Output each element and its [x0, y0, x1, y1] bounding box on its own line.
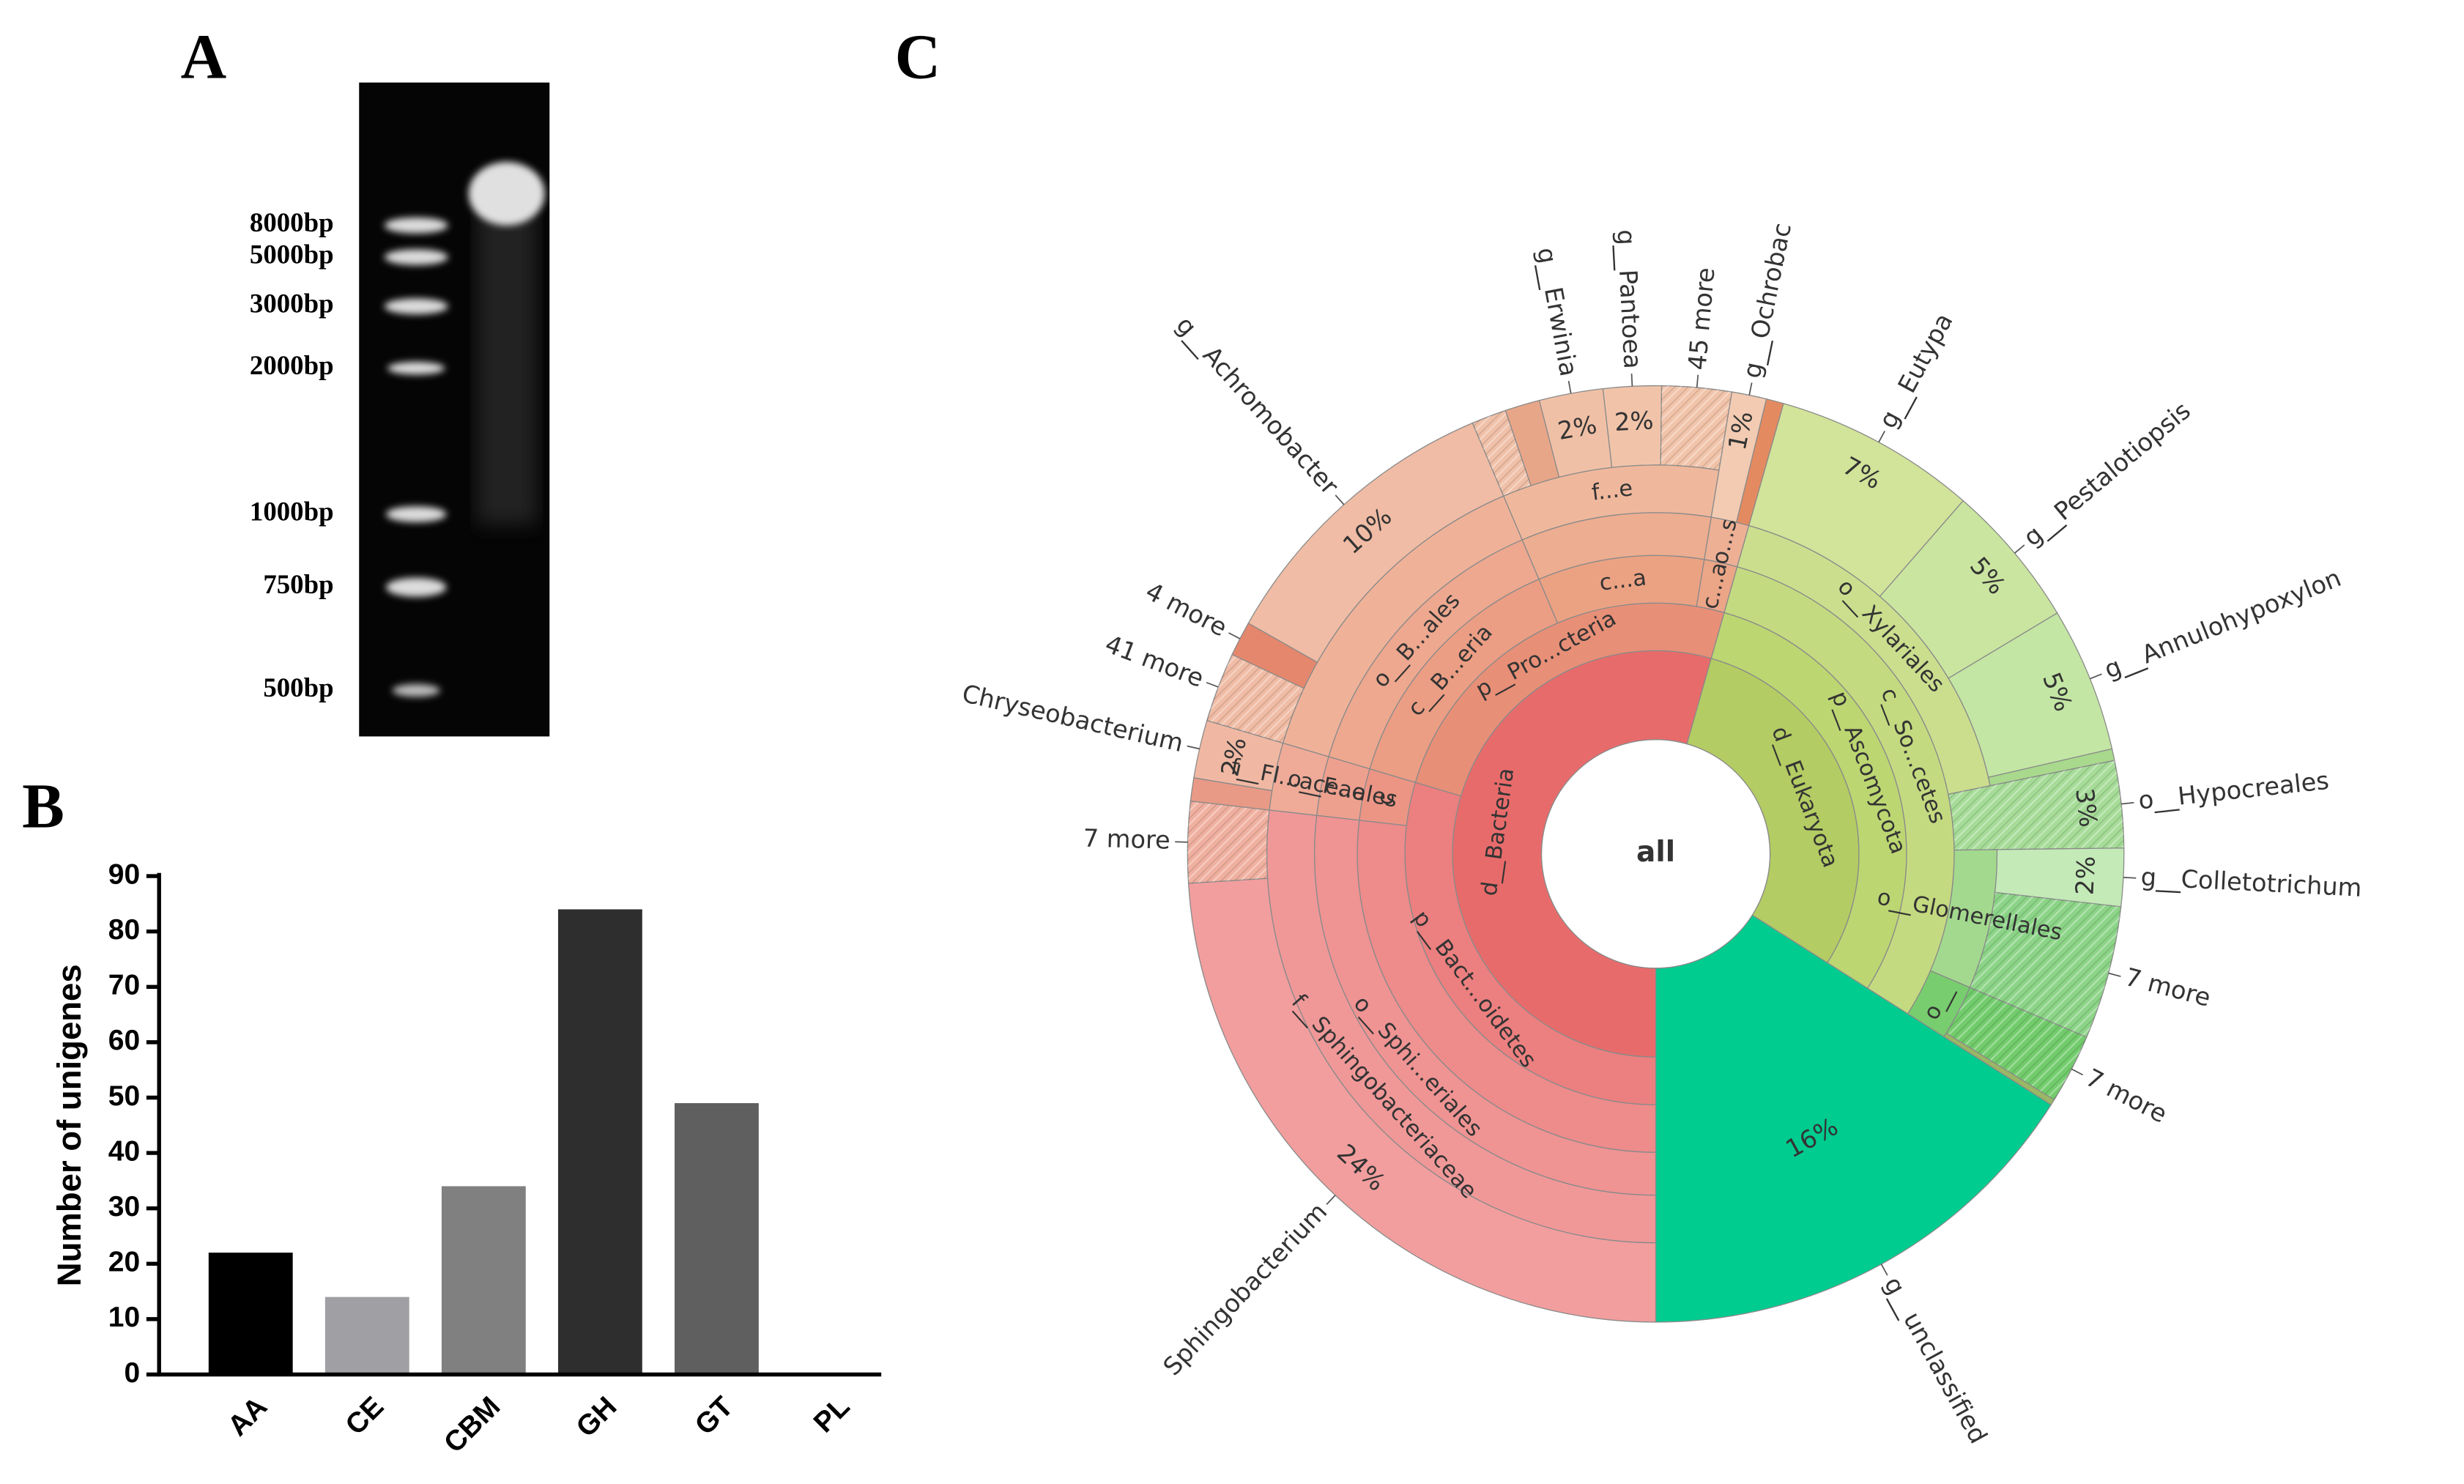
smear [476, 206, 537, 524]
segment-label: 2% [1614, 406, 1654, 437]
leader [2108, 972, 2121, 977]
y-tick-label: 90 [108, 858, 140, 890]
band [384, 217, 448, 234]
hatch [1206, 654, 1305, 743]
leaf-label: g__unclassified [1879, 1272, 1993, 1448]
bar [675, 1103, 759, 1375]
gel [359, 82, 550, 737]
leader [1748, 382, 1753, 396]
leaf-label: 41 more [1102, 629, 1208, 692]
y-tick-label: 60 [108, 1025, 140, 1056]
leaf-label: g__Erwinia [1532, 245, 1584, 379]
leaf-label: 7 more [2081, 1063, 2172, 1128]
leaf-label: g__Ochrobac [1737, 220, 1797, 380]
y-tick-label: 10 [108, 1302, 140, 1333]
band [387, 362, 445, 375]
leader [1567, 380, 1572, 394]
x-tick-label: PL [808, 1391, 856, 1439]
leader [1326, 1195, 1336, 1205]
leaf-label: g__Annulohypoxylon [2100, 563, 2345, 684]
leaf-label: g__Eutypa [1873, 308, 1958, 433]
sample-band [468, 162, 545, 226]
bar [441, 1186, 526, 1375]
leader [2071, 1068, 2084, 1076]
band [386, 577, 447, 597]
ladder-label: 500bp [263, 672, 333, 702]
leader [1206, 681, 1219, 688]
y-tick-label: 0 [125, 1357, 141, 1389]
x-tick-label: GH [571, 1391, 623, 1444]
segment-label: c...a [1598, 565, 1648, 596]
hatch [1946, 987, 2087, 1100]
center-label: all [1636, 836, 1675, 869]
y-tick-label: 70 [108, 970, 140, 1001]
leaf-label: g__Pantoea [1611, 229, 1647, 369]
segment-label: c [1372, 790, 1400, 807]
y-tick-label: 50 [108, 1080, 140, 1112]
leaf-label: g__Colletotrichum [2140, 863, 2363, 902]
y-axis-label: Number of unigenes [51, 964, 88, 1286]
bar [557, 909, 642, 1375]
bar [324, 1296, 409, 1375]
leader [1228, 632, 1241, 639]
x-tick-label: CE [340, 1391, 390, 1442]
leader [1187, 745, 1200, 750]
band [392, 683, 440, 697]
leaf-label: o__Hypocreales [2137, 766, 2331, 815]
hatch [1948, 760, 2124, 850]
hatch [1187, 801, 1270, 883]
panel-label: C [895, 22, 941, 92]
band [386, 506, 447, 522]
leaf-label: Chryseobacterium [960, 679, 1186, 757]
segment-label: 2% [1556, 410, 1599, 445]
hatch [1660, 385, 1732, 470]
y-tick-label: 40 [108, 1135, 140, 1167]
leader [2014, 544, 2025, 554]
hatch [1472, 410, 1532, 497]
x-tick-label: GT [689, 1391, 740, 1442]
band [384, 249, 448, 265]
segment-label: 3% [2070, 787, 2102, 828]
ladder-label: 8000bp [250, 207, 334, 237]
leaf-label: 7 more [2122, 962, 2213, 1012]
leaf-label: g__Achromobacter [1170, 311, 1344, 500]
leaf-label: 45 more [1682, 267, 1720, 371]
x-tick-label: CBM [438, 1391, 506, 1459]
leader [1630, 373, 1633, 387]
center [1540, 739, 1771, 969]
ladder-label: 3000bp [250, 289, 334, 319]
leaf-label: Sphingobacterium [1157, 1197, 1332, 1381]
leader [2121, 801, 2134, 805]
leader [1696, 374, 1699, 388]
ladder-label: 750bp [263, 569, 333, 599]
ladder-label: 1000bp [250, 497, 334, 527]
ladder-label: 5000bp [250, 239, 334, 269]
segment-label: f...e [1590, 475, 1634, 505]
band [384, 298, 448, 315]
ladder-labels: 8000bp 5000bp 3000bp 2000bp 1000bp 750bp… [250, 207, 334, 702]
leader [1335, 494, 1345, 505]
panel-label: B [22, 771, 64, 841]
leaf-label: 7 more [1083, 824, 1170, 855]
y-tick-label: 80 [108, 914, 140, 946]
leaf-label: g__Pestalotiopsis [2018, 396, 2196, 552]
leader [1878, 431, 1885, 443]
segment-label: 2% [2070, 856, 2101, 896]
ladder-label: 2000bp [250, 350, 334, 380]
bar [208, 1253, 293, 1375]
y-tick-label: 20 [108, 1247, 140, 1278]
leader [2090, 673, 2102, 680]
ladder-bands [384, 217, 448, 697]
x-tick-label: AA [222, 1391, 273, 1442]
panel-label: A [181, 22, 227, 92]
leaf-label: 4 more [1141, 576, 1232, 642]
leader [1880, 1264, 1888, 1276]
hatch [1970, 892, 2121, 1037]
y-tick-label: 30 [108, 1191, 140, 1223]
